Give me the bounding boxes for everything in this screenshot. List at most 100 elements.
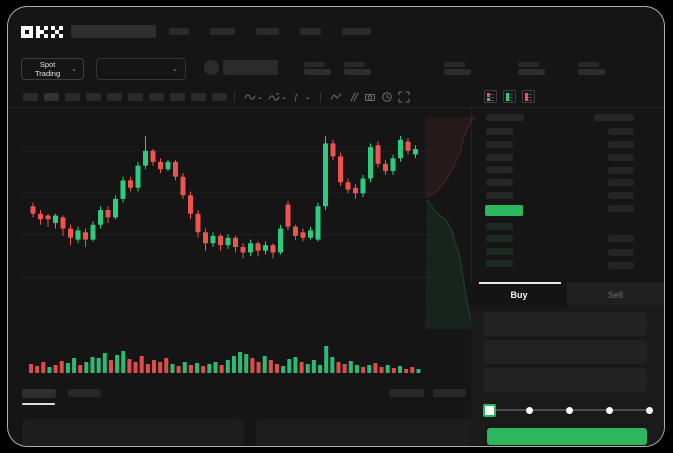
fx-icon[interactable]: ƒ ⌄ — [292, 90, 311, 104]
svg-text:ƒ: ƒ — [294, 93, 298, 102]
toolbar-divider — [234, 92, 235, 102]
candlestick-chart[interactable] — [22, 111, 432, 341]
coin-icon — [204, 60, 219, 75]
okx-logo[interactable]: OKX — [21, 26, 63, 38]
bid-size-placeholder[interactable] — [608, 249, 634, 256]
book-bids-view-icon[interactable] — [503, 90, 516, 103]
logo-letter-O — [21, 26, 33, 38]
bottom-tab-placeholder[interactable] — [68, 389, 101, 397]
orderbook-header-placeholder — [594, 114, 634, 121]
orderbook-view-switcher — [484, 90, 535, 103]
timeframe-button-placeholder[interactable] — [23, 93, 38, 101]
order-input-placeholder[interactable] — [484, 368, 647, 392]
camera-icon[interactable] — [364, 90, 376, 104]
bid-price-placeholder[interactable] — [486, 235, 513, 242]
market-type-label: Spot Trading — [34, 60, 61, 78]
market-type-selector[interactable]: Spot Trading ⌄ — [21, 58, 84, 80]
nav-item-placeholder[interactable] — [300, 28, 321, 35]
slider-stop[interactable] — [525, 406, 533, 414]
ask-price-placeholder[interactable] — [486, 128, 513, 135]
ask-price-placeholder[interactable] — [486, 192, 513, 199]
ticker-stat-placeholder — [518, 62, 545, 75]
nav-item-placeholder[interactable] — [256, 28, 279, 35]
draw-icon[interactable] — [347, 90, 359, 104]
bid-size-placeholder[interactable] — [608, 235, 634, 242]
orderbook-header-placeholder — [486, 114, 524, 121]
order-input-placeholder[interactable] — [484, 312, 647, 336]
logo-adjacent-placeholder — [71, 25, 156, 38]
chevron-down-icon: ⌄ — [71, 65, 77, 73]
line-style-icon[interactable] — [330, 90, 342, 104]
bid-size-placeholder[interactable] — [608, 262, 634, 269]
slider-stop[interactable] — [605, 406, 613, 414]
bottom-action-placeholder[interactable] — [389, 389, 424, 397]
bid-price-placeholder[interactable] — [486, 223, 513, 230]
history-icon[interactable] — [381, 90, 393, 104]
chevron-down-icon: ⌄ — [257, 93, 263, 101]
ticker-stat-placeholder — [344, 62, 371, 75]
order-input-placeholder[interactable] — [484, 340, 647, 364]
book-asks-view-icon[interactable] — [522, 90, 535, 103]
timeframe-button-placeholder[interactable] — [44, 93, 59, 101]
tab-buy[interactable]: Buy — [471, 282, 567, 307]
timeframe-button-placeholder[interactable] — [128, 93, 143, 101]
ask-size-placeholder[interactable] — [608, 154, 634, 161]
bid-price-placeholder[interactable] — [486, 260, 513, 267]
timeframe-bar — [23, 93, 227, 101]
nav-item-placeholder[interactable] — [342, 28, 371, 35]
nav-item-placeholder[interactable] — [169, 28, 189, 35]
slider-stop[interactable] — [645, 406, 653, 414]
ask-size-placeholder[interactable] — [608, 179, 634, 186]
timeframe-button-placeholder[interactable] — [86, 93, 101, 101]
slider-stop[interactable] — [565, 406, 573, 414]
pair-dropdown[interactable]: ⌄ — [96, 58, 186, 80]
bottom-tab-indicator — [22, 403, 55, 405]
chevron-down-icon: ⌄ — [304, 93, 311, 101]
timeframe-button-placeholder[interactable] — [170, 93, 185, 101]
ticker-stat-placeholder — [444, 62, 471, 75]
active-tab-indicator — [479, 282, 561, 284]
timeframe-button-placeholder[interactable] — [107, 93, 122, 101]
chart-tools: ⌄ ⌄ ƒ ⌄ — [230, 90, 410, 104]
timeframe-button-placeholder[interactable] — [65, 93, 80, 101]
ask-size-placeholder[interactable] — [608, 167, 634, 174]
logo-letter-K — [36, 26, 48, 38]
fullscreen-icon[interactable] — [398, 90, 410, 104]
okx-trading-window: OKX Spot Trading ⌄ ⌄ ⌄⌄ƒ⌄ — [7, 6, 665, 447]
bottom-panel — [256, 419, 478, 446]
bid-price-placeholder[interactable] — [486, 248, 513, 255]
bottom-action-placeholder[interactable] — [433, 389, 466, 397]
ask-size-placeholder[interactable] — [608, 205, 634, 212]
timeframe-button-placeholder[interactable] — [149, 93, 164, 101]
timeframe-button-placeholder[interactable] — [212, 93, 227, 101]
pair-name-placeholder — [223, 60, 278, 75]
last-price-highlight[interactable] — [485, 205, 523, 216]
top-nav — [169, 28, 371, 35]
ask-size-placeholder[interactable] — [608, 192, 634, 199]
logo-letter-X — [51, 26, 63, 38]
bottom-panel — [22, 419, 244, 446]
bottom-tab-active-placeholder[interactable] — [22, 389, 56, 398]
book-split-view-icon[interactable] — [484, 90, 497, 103]
ask-size-placeholder[interactable] — [608, 141, 634, 148]
tab-sell[interactable]: Sell — [607, 289, 623, 300]
slider-handle[interactable] — [482, 403, 496, 417]
timeframe-button-placeholder[interactable] — [191, 93, 206, 101]
submit-order-button[interactable] — [487, 428, 647, 445]
chevron-down-icon: ⌄ — [280, 93, 287, 101]
ask-size-placeholder[interactable] — [608, 128, 634, 135]
chevron-down-icon: ⌄ — [172, 65, 178, 73]
ask-price-placeholder[interactable] — [486, 166, 513, 173]
depth-chart — [425, 116, 476, 330]
volume-chart — [29, 346, 421, 373]
panel-divider — [471, 107, 472, 446]
nav-item-placeholder[interactable] — [210, 28, 235, 35]
indicator-icon[interactable]: ⌄ — [268, 90, 287, 104]
ask-price-placeholder[interactable] — [486, 154, 513, 161]
ask-price-placeholder[interactable] — [486, 179, 513, 186]
toolbar-divider — [319, 92, 321, 102]
chart-type-icon[interactable]: ⌄ — [244, 90, 263, 104]
toolbar-divider — [8, 107, 664, 108]
ask-price-placeholder[interactable] — [486, 141, 513, 148]
